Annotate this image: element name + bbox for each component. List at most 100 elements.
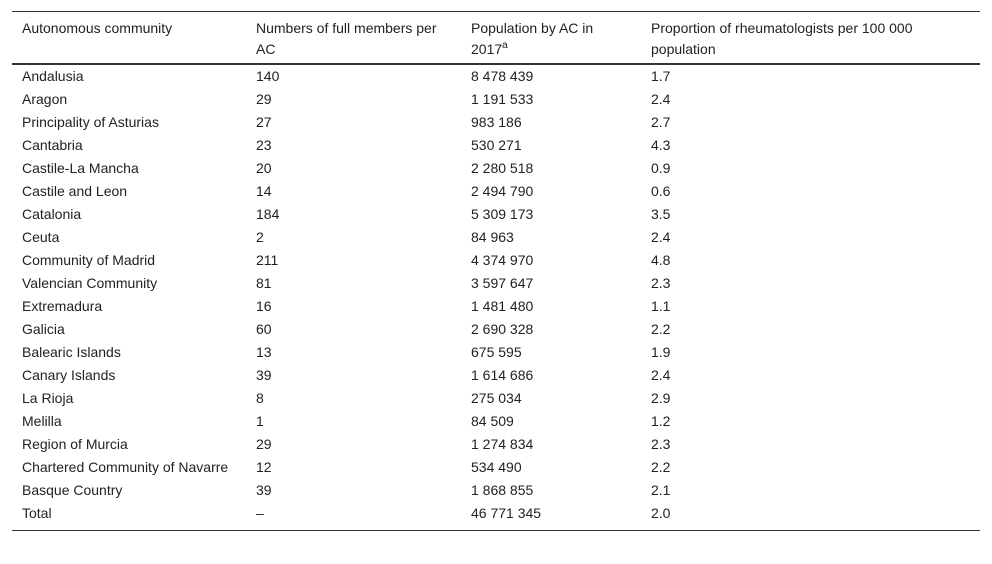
table-cell: Extremadura	[22, 298, 103, 314]
table-row: Total – 46 771 345 2.0	[12, 502, 980, 531]
table-cell: 0.6	[651, 183, 671, 199]
table-cell: 211	[256, 252, 279, 268]
table-cell: Total	[22, 505, 52, 521]
table-row: Andalusia 140 8 478 439 1.7	[12, 64, 980, 88]
table-cell: 4.8	[651, 252, 671, 268]
table-row: La Rioja 8 275 034 2.9	[12, 387, 980, 410]
table-row: Region of Murcia 29 1 274 834 2.3	[12, 433, 980, 456]
table-row: Canary Islands 39 1 614 686 2.4	[12, 364, 980, 387]
table-cell: 2.2	[651, 459, 671, 475]
table-cell: 29	[256, 91, 272, 107]
table-cell: –	[256, 505, 264, 521]
table-cell: Canary Islands	[22, 367, 116, 383]
table-cell: 2	[256, 229, 264, 245]
table-cell: 0.9	[651, 160, 671, 176]
footnote-marker: a	[502, 40, 508, 51]
table-header: Autonomous community Numbers of full mem…	[12, 11, 980, 65]
table-row: Cantabria 23 530 271 4.3	[12, 134, 980, 157]
table-cell: 275 034	[471, 390, 522, 406]
table-cell: 184	[256, 206, 280, 222]
table-row: Balearic Islands 13 675 595 1.9	[12, 341, 980, 364]
table-cell: 2.2	[651, 321, 671, 337]
table-cell: 13	[256, 344, 272, 360]
table-row: Ceuta 2 84 963 2.4	[12, 226, 980, 249]
header-cell: Population by AC in 2017a	[461, 11, 641, 65]
header-text: Proportion of rheumatologists per 100 00…	[651, 20, 913, 57]
table-cell: Aragon	[22, 91, 68, 107]
header-cell: Autonomous community	[12, 11, 246, 65]
table-cell: 983 186	[471, 114, 522, 130]
table-cell: 2.4	[651, 367, 671, 383]
table-cell: 16	[256, 298, 272, 314]
table-cell: 3 597 647	[471, 275, 534, 291]
table-row: Galicia 60 2 690 328 2.2	[12, 318, 980, 341]
table-row: Castile-La Mancha 20 2 280 518 0.9	[12, 157, 980, 180]
table-row: Catalonia 184 5 309 173 3.5	[12, 203, 980, 226]
table-cell: Galicia	[22, 321, 65, 337]
table-cell: 2.3	[651, 436, 671, 452]
table-cell: 2.7	[651, 114, 671, 130]
table-cell: 1 274 834	[471, 436, 534, 452]
table-cell: Region of Murcia	[22, 436, 128, 452]
table-cell: Andalusia	[22, 68, 84, 84]
table-cell: 5 309 173	[471, 206, 534, 222]
table-cell: 1 868 855	[471, 482, 534, 498]
table-cell: 2.0	[651, 505, 671, 521]
header-text: Numbers of full members per AC	[256, 20, 437, 57]
table-cell: 3.5	[651, 206, 671, 222]
table-cell: La Rioja	[22, 390, 74, 406]
table-row: Castile and Leon 14 2 494 790 0.6	[12, 180, 980, 203]
table-cell: 60	[256, 321, 272, 337]
table-cell: 8 478 439	[471, 68, 534, 84]
table-cell: 4 374 970	[471, 252, 534, 268]
table-row: Principality of Asturias 27 983 186 2.7	[12, 111, 980, 134]
header-cell: Numbers of full members per AC	[246, 11, 461, 65]
table-row: Community of Madrid 211 4 374 970 4.8	[12, 249, 980, 272]
table-cell: 1.9	[651, 344, 671, 360]
table-row: Chartered Community of Navarre 12 534 490 2…	[12, 456, 980, 479]
table-cell: 84 963	[471, 229, 514, 245]
table-cell: 4.3	[651, 137, 671, 153]
table-cell: 1.1	[651, 298, 671, 314]
table-cell: 1 481 480	[471, 298, 534, 314]
table-cell: 81	[256, 275, 272, 291]
table-cell: 1.7	[651, 68, 671, 84]
table-cell: 27	[256, 114, 272, 130]
table-cell: Chartered Community of Navarre	[22, 459, 229, 475]
table-cell: Castile-La Mancha	[22, 160, 139, 176]
header-row: Autonomous community Numbers of full mem…	[12, 11, 980, 65]
table-cell: 12	[256, 459, 272, 475]
table-cell: 2 494 790	[471, 183, 534, 199]
table-cell: 2.4	[651, 229, 671, 245]
table-row: Basque Country 39 1 868 855 2.1	[12, 479, 980, 502]
table-cell: 20	[256, 160, 272, 176]
table-cell: 8	[256, 390, 264, 406]
table-cell: 140	[256, 68, 280, 84]
data-table: Autonomous community Numbers of full mem…	[12, 11, 980, 531]
table-cell: 530 271	[471, 137, 522, 153]
table-cell: 84 509	[471, 413, 514, 429]
table-cell: Community of Madrid	[22, 252, 156, 268]
table-cell: Principality of Asturias	[22, 114, 159, 130]
table-cell: Castile and Leon	[22, 183, 128, 199]
header-text: Autonomous community	[22, 20, 173, 36]
table-cell: 39	[256, 367, 272, 383]
table-cell: 1	[256, 413, 264, 429]
table-cell: 1 614 686	[471, 367, 534, 383]
table-cell: 2.1	[651, 482, 671, 498]
table-cell: 534 490	[471, 459, 522, 475]
table-cell: 2.3	[651, 275, 671, 291]
table-cell: 23	[256, 137, 272, 153]
table-row: Aragon 29 1 191 533 2.4	[12, 88, 980, 111]
table-cell: Melilla	[22, 413, 62, 429]
table-cell: 39	[256, 482, 272, 498]
table-cell: 675 595	[471, 344, 522, 360]
table-cell: Cantabria	[22, 137, 83, 153]
table-body: Andalusia 140 8 478 439 1.7 Aragon 29 1 191 53…	[12, 64, 980, 531]
table-cell: 14	[256, 183, 272, 199]
table-cell: 2.9	[651, 390, 671, 406]
table-row: Melilla 1 84 509 1.2	[12, 410, 980, 433]
table-cell: 2 280 518	[471, 160, 534, 176]
table-row: Valencian Community 81 3 597 647 2.3	[12, 272, 980, 295]
